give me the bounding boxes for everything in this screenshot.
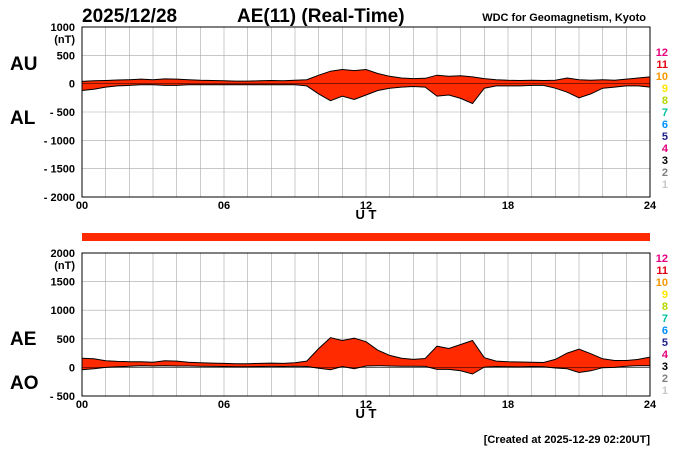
data-coverage-bar xyxy=(82,233,650,241)
y-tick-label: 500 xyxy=(57,50,75,62)
x-tick-label: 18 xyxy=(502,200,514,212)
created-timestamp: [Created at 2025-12-29 02:20UT] xyxy=(484,434,651,446)
x-tick-label: 12 xyxy=(360,399,372,411)
station-count-label: 4 xyxy=(662,349,669,361)
x-tick-label: 24 xyxy=(644,399,657,411)
station-count-label: 7 xyxy=(662,107,668,119)
station-count-label: 11 xyxy=(656,265,668,277)
y-tick-label: 0 xyxy=(69,79,75,91)
station-count-label: 3 xyxy=(662,361,668,373)
y-tick-label: - 1000 xyxy=(44,135,75,147)
station-count-label: 5 xyxy=(662,131,668,143)
x-tick-label: 24 xyxy=(644,200,657,212)
x-tick-label: 18 xyxy=(502,399,514,411)
station-count-label: 8 xyxy=(662,95,668,107)
station-count-label: 10 xyxy=(656,277,668,289)
lower-series-label: AL xyxy=(10,108,36,129)
station-count-label: 1 xyxy=(662,385,668,397)
x-tick-label: 06 xyxy=(218,200,230,212)
envelope-fill xyxy=(82,69,650,104)
series-line-ao xyxy=(81,365,650,375)
chart-title: AE(11) (Real-Time) xyxy=(237,6,405,27)
y-tick-label: - 2000 xyxy=(44,192,75,204)
station-count-label: 1 xyxy=(662,179,668,191)
station-count-label: 2 xyxy=(662,167,668,179)
x-tick-label: 06 xyxy=(218,399,230,411)
unit-label: (nT) xyxy=(54,34,75,46)
station-count-label: 11 xyxy=(656,59,668,71)
station-count-label: 10 xyxy=(656,71,668,83)
y-tick-label: - 1500 xyxy=(44,164,75,176)
station-count-label: 8 xyxy=(662,301,668,313)
y-tick-label: - 500 xyxy=(50,391,75,403)
station-count-label: 3 xyxy=(662,155,668,167)
au-al-panel: 1000 500 0 - 500 - 1000 - 1500 - 2000 (nT) 00 06 1… xyxy=(10,22,657,222)
station-count-label: 12 xyxy=(656,253,668,265)
x-tick-label: 00 xyxy=(76,200,88,212)
y-tick-label: 2000 xyxy=(51,248,75,260)
x-tick-label: 00 xyxy=(76,399,88,411)
x-tick-label: 12 xyxy=(360,200,372,212)
station-count-label: 4 xyxy=(662,143,669,155)
station-count-label: 6 xyxy=(662,119,668,131)
station-count-label: 12 xyxy=(656,47,668,59)
upper-series-label: AE xyxy=(10,329,36,350)
lower-series-label: AO xyxy=(10,373,39,394)
series-line-al xyxy=(81,84,651,105)
plot-frame xyxy=(81,26,651,198)
envelope-fill xyxy=(82,337,650,374)
station-count-label: 9 xyxy=(662,83,668,95)
date-title: 2025/12/28 xyxy=(82,6,177,27)
y-tick-label: 1000 xyxy=(51,305,75,317)
upper-series-label: AU xyxy=(10,54,37,75)
station-count-label: 2 xyxy=(662,373,668,385)
y-tick-label: 1500 xyxy=(51,277,75,289)
unit-label: (nT) xyxy=(54,260,75,272)
series-line-au xyxy=(81,68,651,82)
station-count-label: 9 xyxy=(662,289,668,301)
x-axis-label: U T xyxy=(356,207,377,222)
station-count-label: 5 xyxy=(662,337,668,349)
station-count-label: 6 xyxy=(662,325,668,337)
station-count-label: 7 xyxy=(662,313,668,325)
ae-ao-panel: 2000 1500 1000 500 0 - 500 (nT) 00 06 12 18 24 U T AE… xyxy=(10,248,657,421)
y-tick-label: 0 xyxy=(69,362,75,374)
y-tick-label: 500 xyxy=(57,334,75,346)
y-tick-label: 1000 xyxy=(51,22,75,34)
x-axis-label: U T xyxy=(356,406,377,421)
source-label: WDC for Geomagnetism, Kyoto xyxy=(482,12,646,24)
y-tick-label: - 500 xyxy=(50,107,75,119)
series-line-ae xyxy=(81,337,651,365)
plot-frame xyxy=(81,252,651,397)
